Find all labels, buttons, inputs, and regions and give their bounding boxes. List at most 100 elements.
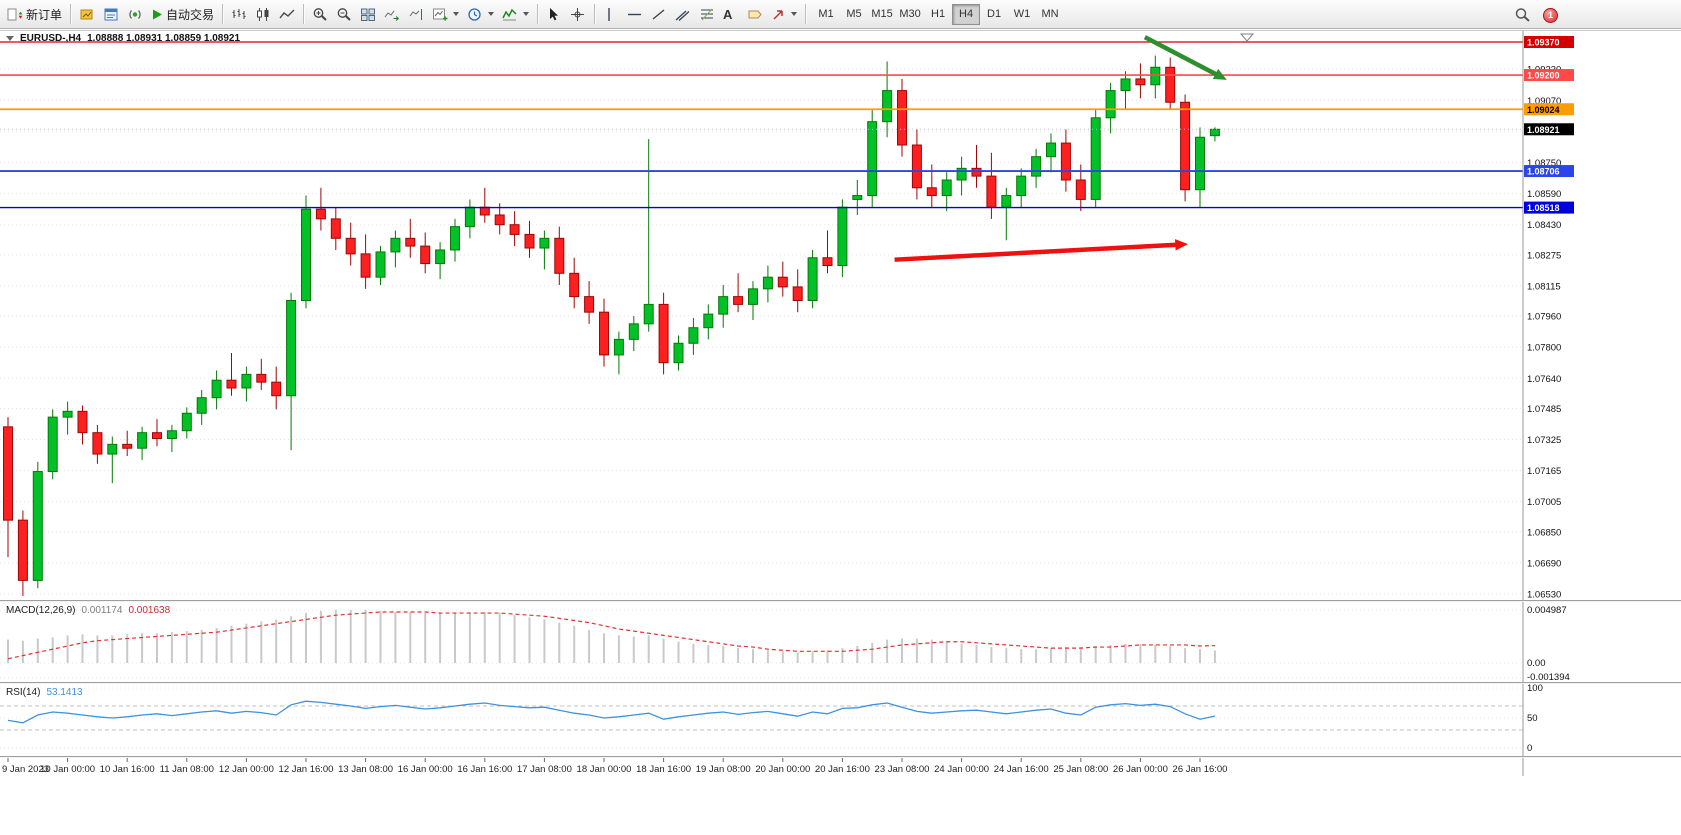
new-chart-button[interactable] bbox=[428, 2, 463, 26]
equidistant-channel-button[interactable] bbox=[671, 2, 695, 26]
svg-text:1.07960: 1.07960 bbox=[1527, 312, 1561, 323]
navigator-button[interactable] bbox=[99, 2, 123, 26]
bar-chart-button[interactable] bbox=[227, 2, 251, 26]
svg-text:1.07165: 1.07165 bbox=[1527, 466, 1561, 477]
indicators-icon bbox=[502, 7, 518, 22]
timeframe-button-mn[interactable]: MN bbox=[1036, 4, 1064, 25]
timeframe-button-d1[interactable]: D1 bbox=[980, 4, 1008, 25]
timeframe-button-w1[interactable]: W1 bbox=[1008, 4, 1036, 25]
rsi-svg[interactable]: 100 50 0 bbox=[0, 684, 1681, 756]
timeframe-button-m1[interactable]: M1 bbox=[812, 4, 840, 25]
svg-text:1.08921: 1.08921 bbox=[1527, 125, 1560, 135]
timeframe-button-h1[interactable]: H1 bbox=[924, 4, 952, 25]
crosshair-button[interactable] bbox=[566, 2, 590, 26]
new-order-icon bbox=[7, 7, 23, 22]
chevron-down-icon bbox=[523, 12, 530, 16]
auto-scroll-button[interactable] bbox=[380, 2, 404, 26]
chevron-down-icon bbox=[453, 12, 460, 16]
terminal-button[interactable] bbox=[123, 2, 147, 26]
autotrading-play-icon bbox=[151, 8, 163, 21]
search-button[interactable] bbox=[1510, 3, 1535, 27]
timeframe-button-h4[interactable]: H4 bbox=[952, 3, 981, 25]
toolbar: 新订单 自动交易 A M1 M5 M15 M30 H1 H4 D1 W1 MN 1 bbox=[0, 0, 1681, 29]
chart-title: EURUSD-,H4 1.08888 1.08931 1.08859 1.089… bbox=[6, 33, 240, 44]
svg-text:20 Jan 16:00: 20 Jan 16:00 bbox=[815, 764, 870, 775]
svg-text:1.08750: 1.08750 bbox=[1527, 158, 1561, 169]
autotrading-button[interactable]: 自动交易 bbox=[147, 2, 218, 26]
svg-text:50: 50 bbox=[1527, 713, 1538, 724]
rsi-splitter[interactable] bbox=[0, 682, 1681, 684]
svg-text:24 Jan 00:00: 24 Jan 00:00 bbox=[934, 764, 989, 775]
svg-text:1.08518: 1.08518 bbox=[1527, 203, 1560, 213]
line-chart-button[interactable] bbox=[275, 2, 299, 26]
timeframe-button-m15[interactable]: M15 bbox=[868, 4, 896, 25]
chevron-down-icon bbox=[791, 12, 798, 16]
toolbar-separator bbox=[303, 4, 305, 24]
timeframe-button-m5[interactable]: M5 bbox=[840, 4, 868, 25]
chart-window-border bbox=[0, 30, 1681, 31]
chart-shift-button[interactable] bbox=[404, 2, 428, 26]
svg-text:25 Jan 08:00: 25 Jan 08:00 bbox=[1053, 764, 1108, 775]
candlestick-chart-icon bbox=[255, 7, 271, 22]
svg-text:16 Jan 16:00: 16 Jan 16:00 bbox=[457, 764, 512, 775]
svg-text:26 Jan 16:00: 26 Jan 16:00 bbox=[1173, 764, 1228, 775]
periods-clock-icon bbox=[467, 7, 483, 22]
zoom-in-icon bbox=[312, 7, 328, 22]
svg-text:0: 0 bbox=[1527, 743, 1532, 754]
text-label-icon bbox=[747, 7, 763, 22]
svg-text:10 Jan 16:00: 10 Jan 16:00 bbox=[100, 764, 155, 775]
tile-windows-button[interactable] bbox=[356, 2, 380, 26]
trendline-button[interactable] bbox=[647, 2, 671, 26]
svg-text:1.09070: 1.09070 bbox=[1527, 96, 1561, 107]
rsi-value: 53.1413 bbox=[46, 687, 83, 698]
notification-badge[interactable]: 1 bbox=[1543, 7, 1558, 23]
svg-text:11 Jan 08:00: 11 Jan 08:00 bbox=[160, 764, 214, 775]
svg-text:1.07640: 1.07640 bbox=[1527, 374, 1561, 385]
svg-text:1.06530: 1.06530 bbox=[1527, 590, 1561, 601]
svg-text:1.08115: 1.08115 bbox=[1527, 281, 1561, 292]
new-chart-icon bbox=[432, 7, 448, 22]
svg-text:24 Jan 16:00: 24 Jan 16:00 bbox=[994, 764, 1049, 775]
text-button[interactable]: A bbox=[719, 2, 743, 26]
svg-text:1.07485: 1.07485 bbox=[1527, 404, 1561, 415]
svg-text:0.00: 0.00 bbox=[1527, 658, 1546, 669]
svg-text:1.08706: 1.08706 bbox=[1527, 167, 1560, 177]
line-chart-icon bbox=[279, 7, 295, 22]
chart-collapse-icon[interactable] bbox=[6, 36, 14, 41]
fibonacci-button[interactable] bbox=[695, 2, 719, 26]
toolbar-separator bbox=[222, 4, 224, 24]
main-chart-svg[interactable]: 1.092301.090701.089101.087501.085901.084… bbox=[0, 30, 1681, 600]
arrows-button[interactable] bbox=[767, 2, 801, 26]
candlestick-chart-button[interactable] bbox=[251, 2, 275, 26]
timeframe-button-m30[interactable]: M30 bbox=[896, 4, 924, 25]
svg-text:1.09024: 1.09024 bbox=[1527, 105, 1560, 115]
indicators-button[interactable] bbox=[498, 2, 533, 26]
svg-text:18 Jan 00:00: 18 Jan 00:00 bbox=[577, 764, 632, 775]
rsi-label: RSI(14) 53.1413 bbox=[6, 687, 83, 698]
terminal-icon bbox=[127, 7, 143, 22]
macd-svg[interactable]: 0.004987 0.00 -0.001394 bbox=[0, 602, 1681, 682]
toolbar-separator bbox=[537, 4, 539, 24]
market-watch-button[interactable] bbox=[75, 2, 99, 26]
toolbar-separator bbox=[70, 4, 72, 24]
text-tool-label: A bbox=[723, 6, 733, 22]
tile-windows-icon bbox=[360, 7, 376, 22]
macd-splitter[interactable] bbox=[0, 600, 1681, 602]
equidistant-channel-icon bbox=[675, 7, 690, 22]
svg-text:10 Jan 00:00: 10 Jan 00:00 bbox=[40, 764, 95, 775]
new-order-button[interactable]: 新订单 bbox=[3, 2, 66, 26]
zoom-out-button[interactable] bbox=[332, 2, 356, 26]
zoom-in-button[interactable] bbox=[308, 2, 332, 26]
svg-text:-0.001394: -0.001394 bbox=[1527, 672, 1570, 682]
vertical-line-button[interactable] bbox=[599, 2, 623, 26]
trendline-icon bbox=[651, 7, 666, 22]
periods-button[interactable] bbox=[463, 2, 498, 26]
macd-signal-value: 0.001638 bbox=[128, 605, 171, 616]
new-order-label: 新订单 bbox=[26, 7, 63, 22]
svg-text:23 Jan 08:00: 23 Jan 08:00 bbox=[875, 764, 930, 775]
horizontal-line-button[interactable] bbox=[623, 2, 647, 26]
cursor-button[interactable] bbox=[542, 2, 566, 26]
macd-label: MACD(12,26,9) 0.001174 0.001638 bbox=[6, 605, 170, 616]
text-label-button[interactable] bbox=[743, 2, 767, 26]
